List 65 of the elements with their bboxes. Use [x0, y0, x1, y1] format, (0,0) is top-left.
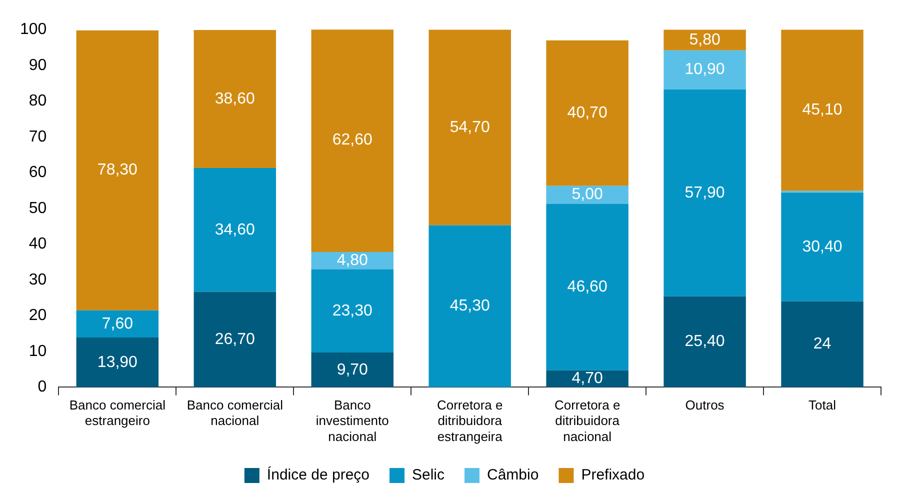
data-label: 24	[813, 336, 832, 353]
legend-label: Selic	[412, 466, 446, 484]
bar	[546, 186, 628, 204]
bar	[546, 204, 628, 370]
bar	[311, 352, 394, 388]
bar	[546, 40, 628, 186]
y-tick-label: 100	[20, 21, 47, 38]
data-label: 38,60	[214, 90, 256, 108]
data-label: 62,60	[332, 132, 372, 149]
legend-label: Câmbio	[487, 466, 539, 484]
data-label: 25,40	[684, 333, 725, 350]
y-tick-label: 50	[28, 200, 47, 217]
data-label: 26,70	[214, 330, 256, 348]
data-label: 5,00	[572, 186, 603, 204]
y-tick-label: 10	[28, 342, 47, 360]
bar	[76, 310, 159, 338]
x-tick-label: Corretora e ditribuidora nacional	[554, 398, 620, 444]
bar	[664, 30, 746, 50]
y-tick-label: 90	[28, 56, 47, 74]
y-tick-label: 70	[28, 128, 47, 146]
bar	[664, 50, 746, 90]
x-tick-label: Banco comercial estrangeiro	[69, 398, 166, 428]
bar	[664, 296, 746, 388]
y-tick-label: 80	[28, 92, 47, 110]
bar	[664, 89, 746, 296]
data-label: 10,90	[684, 61, 725, 78]
data-label: 45,10	[802, 102, 842, 119]
bar	[194, 168, 276, 292]
bar	[194, 30, 276, 168]
data-label: 78,30	[97, 162, 138, 179]
data-label: 7,60	[102, 315, 134, 332]
bar	[311, 269, 394, 353]
data-label: 5,80	[689, 31, 720, 48]
bar	[428, 30, 511, 226]
legend-label: Índice de preço	[266, 466, 370, 484]
x-tick-label: Outros	[685, 398, 725, 413]
data-label: 45,30	[450, 298, 490, 315]
bar	[781, 301, 864, 388]
legend-label: Prefixado	[581, 466, 645, 484]
y-tick-label: 20	[28, 307, 47, 324]
x-tick-label: Banco investimento nacional	[316, 398, 389, 444]
x-tick-label: Banco comercial nacional	[186, 398, 284, 428]
bar	[76, 30, 159, 310]
data-label: 46,60	[567, 278, 608, 296]
bar	[194, 292, 276, 388]
data-label: 40,70	[567, 104, 608, 122]
data-label: 23,30	[332, 302, 372, 320]
bar	[428, 225, 511, 388]
data-label: 13,90	[97, 354, 138, 371]
data-label: 4,70	[572, 370, 603, 388]
x-tick-label: Corretora e ditribuidora estrangeira	[436, 398, 504, 444]
x-tick-label: Total	[808, 398, 836, 413]
bar	[781, 30, 864, 191]
data-label: 57,90	[684, 184, 725, 202]
data-label: 54,70	[450, 118, 490, 136]
data-label: 4,80	[336, 252, 368, 270]
y-tick-label: 40	[28, 236, 47, 253]
data-label: 30,40	[802, 238, 842, 256]
y-tick-label: 30	[28, 271, 47, 288]
data-label: 9,70	[336, 361, 368, 378]
data-label: 34,60	[214, 221, 256, 238]
y-tick-label: 0	[38, 378, 47, 396]
bar	[76, 337, 159, 388]
bar	[781, 192, 864, 302]
y-tick-label: 60	[28, 164, 47, 182]
